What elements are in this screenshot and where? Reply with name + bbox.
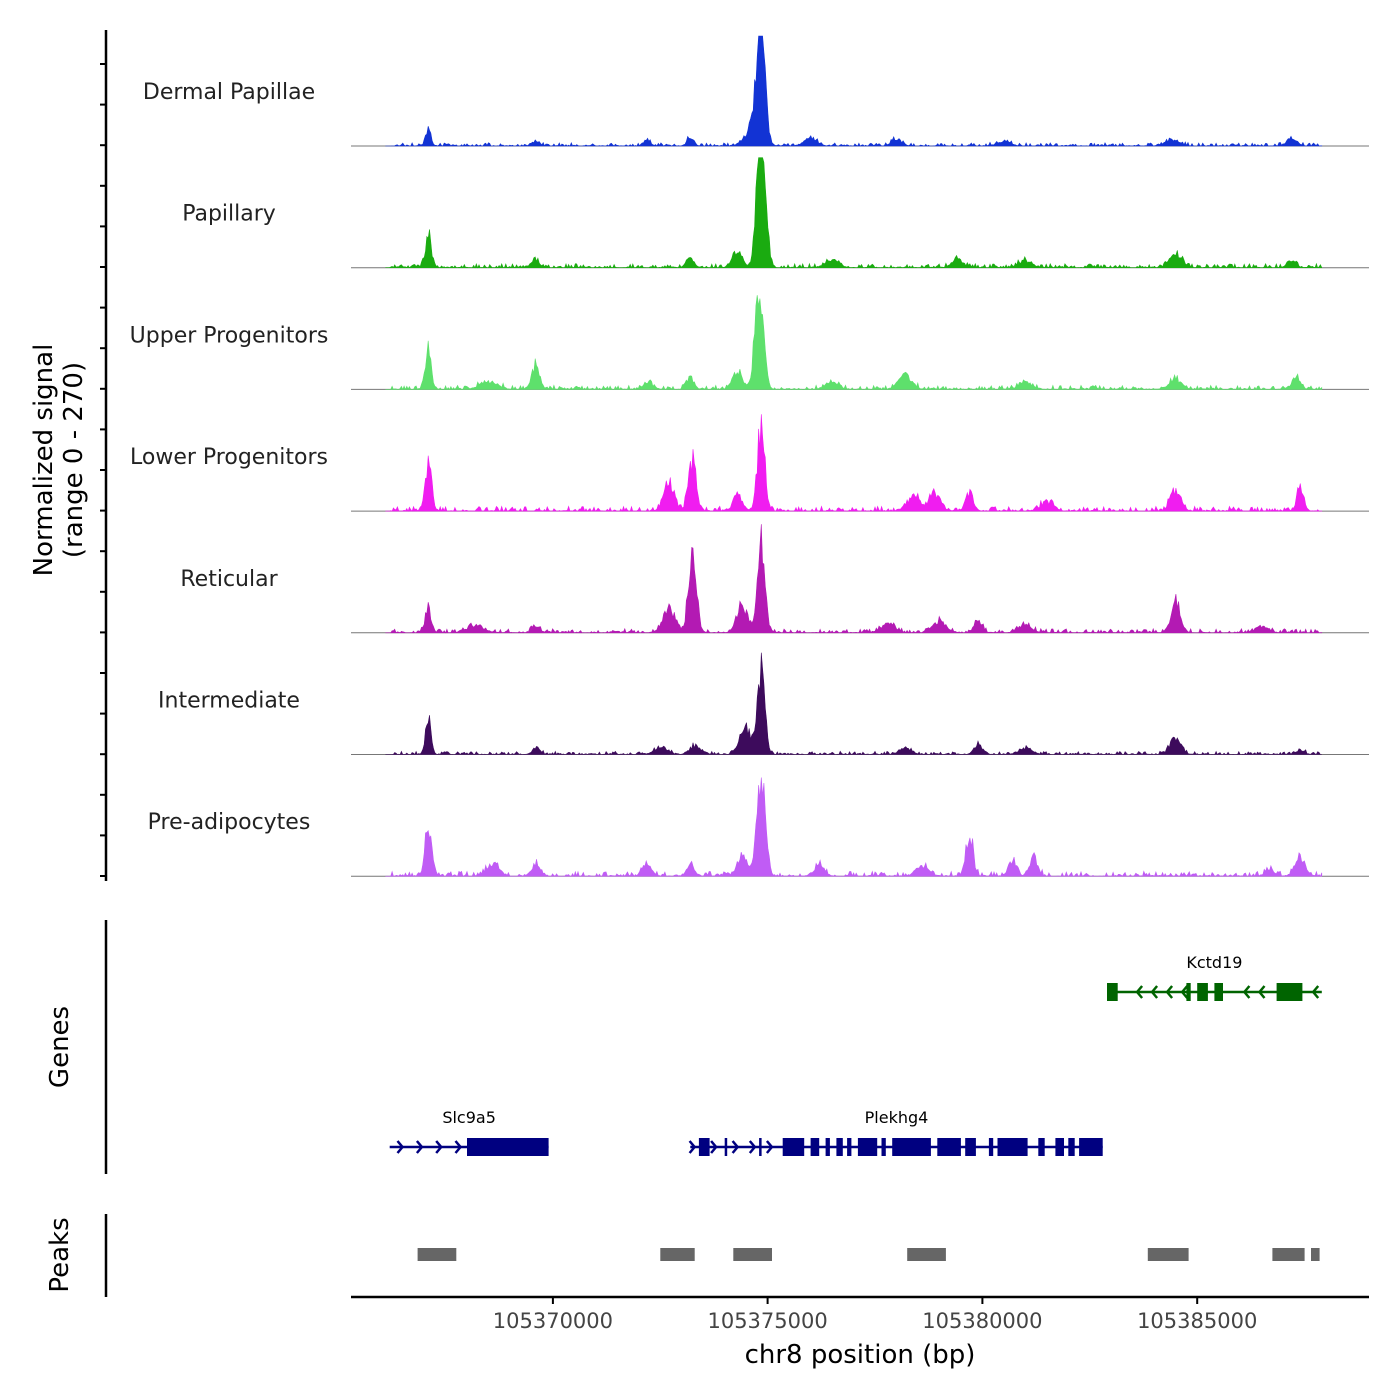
exon-block xyxy=(937,1138,961,1156)
strand-arrow xyxy=(765,1140,774,1154)
peaks-panel-title: Peaks xyxy=(45,1217,75,1292)
exon-block xyxy=(997,1138,1028,1156)
gene-label: Slc9a5 xyxy=(442,1108,496,1127)
track-papillary: Papillary xyxy=(182,157,1369,269)
peak-region xyxy=(733,1248,772,1261)
coverage-area xyxy=(385,777,1323,878)
track-label: Reticular xyxy=(180,567,278,592)
x-axis-ticks: 105370000 105375000 105380000 105385000 xyxy=(493,1297,1257,1333)
exon-block xyxy=(825,1138,830,1156)
strand-arrow xyxy=(748,1140,757,1154)
y-axis-title-line2: (range 0 - 270) xyxy=(59,362,89,558)
strand-arrow xyxy=(396,1140,405,1154)
gene-slc9a5: Slc9a5 xyxy=(389,1108,549,1156)
strand-arrow xyxy=(731,1140,740,1154)
x-tick-label: 105385000 xyxy=(1137,1309,1257,1333)
genes-panel-title: Genes xyxy=(45,1006,75,1088)
strand-arrow xyxy=(1150,985,1159,999)
y-axis-title-line1: Normalized signal xyxy=(29,344,59,577)
exon-block xyxy=(836,1138,843,1156)
peak-region xyxy=(1311,1248,1320,1261)
peak-region xyxy=(660,1248,695,1261)
exon-block xyxy=(892,1138,931,1156)
track-dermal-papillae: Dermal Papillae xyxy=(143,35,1369,147)
exon-block xyxy=(467,1138,549,1156)
x-axis-title: chr8 position (bp) xyxy=(745,1340,976,1370)
exon-block xyxy=(847,1138,852,1156)
strand-arrow xyxy=(435,1140,443,1154)
coverage-area xyxy=(385,414,1323,512)
track-lower-progenitors: Lower Progenitors xyxy=(130,414,1369,512)
gene-label: Plekhg4 xyxy=(865,1108,929,1127)
strand-arrow xyxy=(454,1140,463,1154)
exon-block xyxy=(1079,1138,1103,1156)
exon-block xyxy=(759,1138,762,1156)
exon-block xyxy=(724,1138,728,1156)
coverage-area xyxy=(385,295,1323,391)
strand-arrow xyxy=(1180,985,1189,999)
track-label: Pre-adipocytes xyxy=(148,810,311,835)
track-label: Papillary xyxy=(182,202,276,227)
x-tick-label: 105380000 xyxy=(922,1309,1042,1333)
strand-arrow xyxy=(1257,985,1266,999)
exon-block xyxy=(988,1138,994,1156)
x-tick-label: 105370000 xyxy=(493,1309,613,1333)
strand-arrow xyxy=(415,1140,424,1154)
coverage-area xyxy=(385,652,1322,756)
strand-arrow xyxy=(1165,985,1174,999)
track-pre-adipocytes: Pre-adipocytes xyxy=(148,777,1369,878)
exon-block xyxy=(810,1138,820,1156)
exon-block xyxy=(965,1138,976,1156)
x-tick-label: 105375000 xyxy=(707,1309,827,1333)
coverage-y-ticks xyxy=(100,63,106,877)
strand-arrow xyxy=(1135,985,1144,999)
coverage-area xyxy=(385,157,1323,269)
coverage-area xyxy=(385,524,1323,634)
coverage-area xyxy=(385,35,1323,147)
gene-plekhg4: Plekhg4 xyxy=(688,1108,1103,1156)
peak-region xyxy=(417,1248,457,1261)
y-axis-title: Normalized signal (range 0 - 270) xyxy=(29,344,89,577)
gene-annotations: Kctd19 Slc9a5 Plekhg4 xyxy=(389,953,1322,1156)
exon-block xyxy=(1107,983,1118,1001)
exon-block xyxy=(782,1138,805,1156)
exon-block xyxy=(1186,983,1191,1001)
track-label: Upper Progenitors xyxy=(130,323,329,348)
exon-block xyxy=(1068,1138,1075,1156)
peak-region xyxy=(1147,1248,1189,1261)
strand-arrow xyxy=(688,1140,697,1154)
exon-block xyxy=(1214,983,1223,1001)
strand-arrow xyxy=(710,1140,718,1154)
coverage-tracks: Dermal Papillae Papillary Upper Progenitor… xyxy=(130,35,1369,878)
exon-block xyxy=(857,1138,878,1156)
track-label: Intermediate xyxy=(158,689,300,714)
track-label: Lower Progenitors xyxy=(130,445,328,470)
exon-block xyxy=(1276,983,1303,1001)
peak-region xyxy=(907,1248,946,1261)
track-reticular: Reticular xyxy=(180,524,1369,634)
strand-arrow xyxy=(1242,985,1251,999)
gene-label: Kctd19 xyxy=(1186,953,1242,972)
gene-kctd19: Kctd19 xyxy=(1107,953,1322,1001)
strand-arrow xyxy=(1311,985,1320,999)
exon-block xyxy=(1055,1138,1064,1156)
track-upper-progenitors: Upper Progenitors xyxy=(130,295,1369,391)
track-intermediate: Intermediate xyxy=(158,652,1369,756)
peak-region xyxy=(1272,1248,1305,1261)
exon-block xyxy=(698,1138,710,1156)
exon-block xyxy=(1038,1138,1045,1156)
exon-block xyxy=(881,1138,886,1156)
peak-regions xyxy=(417,1248,1320,1261)
exon-block xyxy=(1197,983,1208,1001)
track-label: Dermal Papillae xyxy=(143,80,315,105)
